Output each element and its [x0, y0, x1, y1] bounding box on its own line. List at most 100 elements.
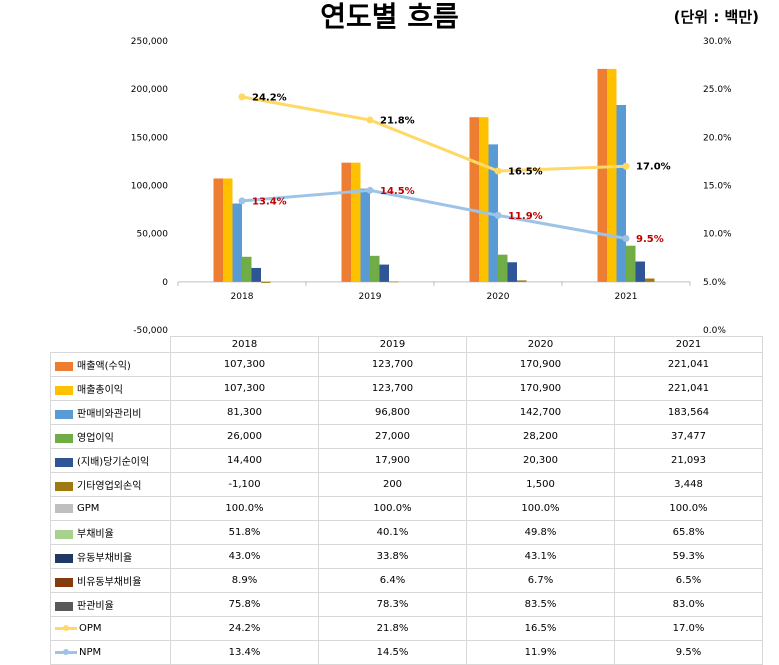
row-label: 판관비율	[77, 601, 114, 612]
bar	[251, 267, 261, 282]
table-cell: 6.4%	[318, 568, 467, 593]
table-cell: 51.8%	[170, 520, 319, 545]
table-cell: 107,300	[170, 352, 319, 377]
legend-swatch	[55, 601, 73, 611]
table-cell: 3,448	[614, 472, 763, 497]
legend-swatch	[55, 553, 73, 563]
row-label: 매출총이익	[77, 385, 123, 396]
y2-tick-label: 20.0%	[703, 133, 732, 143]
table-row: 매출총이익 107,300 123,700 170,900 221,041	[50, 376, 763, 401]
table-cell: 8.9%	[170, 568, 319, 593]
legend-swatch	[55, 433, 73, 443]
bar	[223, 178, 233, 282]
table-row: 비유동부채비율 8.9% 6.4% 6.7% 6.5%	[50, 568, 763, 593]
y2-tick-label: 15.0%	[703, 182, 732, 192]
unit-label: (단위 : 백만)	[673, 8, 759, 26]
table-row: OPM 24.2% 21.8% 16.5% 17.0%	[50, 616, 763, 641]
legend-swatch	[55, 385, 73, 395]
bar	[341, 162, 351, 282]
table-cell: 200	[318, 472, 467, 497]
table-cell: 43.1%	[466, 544, 615, 569]
table-row: 매출액(수익) 107,300 123,700 170,900 221,041	[50, 352, 763, 377]
legend-swatch	[55, 503, 73, 513]
y-tick-label: -50,000	[133, 326, 168, 336]
line-point	[494, 211, 502, 219]
table-cell: 100.0%	[466, 496, 615, 521]
legend-swatch	[55, 457, 73, 467]
line-point	[238, 93, 246, 101]
y2-tick-label: 30.0%	[703, 37, 732, 47]
table-cell: 14.5%	[318, 640, 467, 665]
bar	[379, 264, 389, 282]
table-cell: 65.8%	[614, 520, 763, 545]
row-label: 부채비율	[77, 529, 114, 540]
table-cell: 183,564	[614, 400, 763, 425]
row-label: 비유동부채비율	[77, 577, 142, 588]
table-cell: 6.7%	[466, 568, 615, 593]
table-row: 판관비율 75.8% 78.3% 83.5% 83.0%	[50, 592, 763, 617]
y2-tick-label: 25.0%	[703, 85, 732, 95]
row-label: 유동부채비율	[77, 553, 133, 564]
legend-line-swatch	[55, 624, 77, 633]
legend-swatch	[55, 481, 73, 491]
column-header: 2020	[466, 336, 615, 353]
row-label: 영업이익	[77, 433, 114, 444]
table-row: 기타영업외손익 -1,100 200 1,500 3,448	[50, 472, 763, 497]
table-cell: -1,100	[170, 472, 319, 497]
bar	[517, 280, 527, 282]
bar	[370, 255, 380, 282]
bar	[616, 105, 626, 282]
line-point	[366, 186, 374, 194]
x-tick-label: 2019	[359, 292, 382, 302]
row-label: 기타영업외손익	[77, 481, 142, 492]
table-row: 영업이익 26,000 27,000 28,200 37,477	[50, 424, 763, 449]
bar	[389, 281, 399, 283]
data-label: 17.0%	[636, 162, 671, 173]
data-table: 2018 2019 2020 2021 매출액(수익) 107,300 123,70…	[50, 336, 763, 665]
y-tick-label: 50,000	[137, 230, 169, 240]
table-cell: 100.0%	[614, 496, 763, 521]
row-header: 기타영업외손익	[50, 472, 171, 497]
row-label: (지배)당기순이익	[77, 457, 150, 468]
table-cell: 9.5%	[614, 640, 763, 665]
legend-line-swatch	[55, 648, 77, 657]
bar	[626, 245, 636, 282]
y-tick-label: 250,000	[131, 37, 168, 47]
table-cell: 100.0%	[318, 496, 467, 521]
data-label: 9.5%	[636, 234, 664, 245]
bar	[469, 117, 479, 282]
table-cell: 75.8%	[170, 592, 319, 617]
table-cell: 21.8%	[318, 616, 467, 641]
table-cell: 1,500	[466, 472, 615, 497]
table-row: 부채비율 51.8% 40.1% 49.8% 65.8%	[50, 520, 763, 545]
table-cell: 96,800	[318, 400, 467, 425]
bar	[507, 262, 517, 282]
data-label: 16.5%	[508, 167, 543, 178]
row-label: 매출액(수익)	[77, 361, 131, 372]
x-tick-label: 2021	[615, 292, 638, 302]
y2-tick-label: 5.0%	[703, 278, 726, 288]
bar	[351, 162, 361, 282]
series-line	[241, 188, 627, 240]
x-tick-label: 2018	[231, 292, 254, 302]
y-tick-label: 200,000	[131, 85, 168, 95]
table-row: 유동부채비율 43.0% 33.8% 43.1% 59.3%	[50, 544, 763, 569]
bar	[645, 278, 655, 282]
table-cell: 33.8%	[318, 544, 467, 569]
table-cell: 49.8%	[466, 520, 615, 545]
table-cell: 24.2%	[170, 616, 319, 641]
table-cell: 20,300	[466, 448, 615, 473]
table-header-row: 2018 2019 2020 2021	[51, 336, 763, 353]
line-point	[622, 234, 630, 242]
y2-tick-label: 0.0%	[703, 326, 726, 336]
column-header: 2018	[170, 336, 319, 353]
table-cell: 6.5%	[614, 568, 763, 593]
bar	[242, 256, 252, 282]
table-cell: 27,000	[318, 424, 467, 449]
y-tick-label: 0	[162, 278, 168, 288]
row-header: 매출액(수익)	[50, 352, 171, 377]
bar	[261, 281, 271, 283]
column-header: 2019	[318, 336, 467, 353]
legend-swatch	[55, 529, 73, 539]
table-cell: 221,041	[614, 352, 763, 377]
